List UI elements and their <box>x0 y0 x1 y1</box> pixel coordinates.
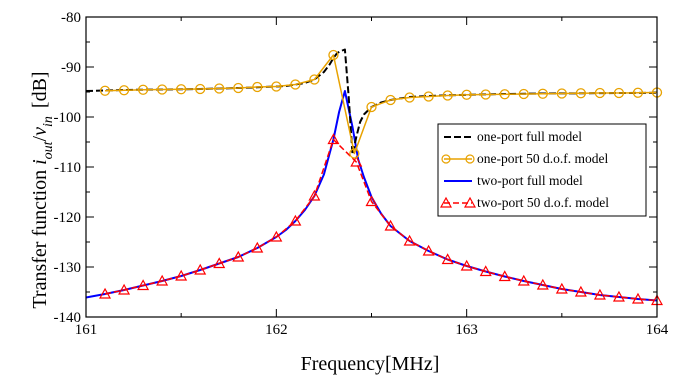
series-point-3 <box>251 241 264 253</box>
legend-samples <box>439 136 477 208</box>
series-point-3 <box>441 253 454 265</box>
series-point-1 <box>385 94 396 106</box>
y-tick-label: -140 <box>54 310 82 326</box>
y-axis-label-in: in <box>41 116 56 127</box>
y-axis-label-slash: / <box>29 135 51 141</box>
legend-box <box>437 123 647 217</box>
series-point-3 <box>612 290 625 302</box>
y-tick-label: -110 <box>54 160 81 176</box>
y-axis-label-v: v <box>29 127 51 136</box>
y-axis-label: Transfer function iout/vin [dB] <box>29 71 56 308</box>
series-point-1 <box>594 87 606 99</box>
series-point-1 <box>518 88 529 100</box>
series-point-3 <box>156 274 169 286</box>
series-point-3 <box>384 219 397 231</box>
series-point-3 <box>213 257 226 269</box>
series-point-3 <box>118 283 131 295</box>
legend-marker-3 <box>439 196 453 208</box>
y-tick-label: -130 <box>54 260 82 276</box>
series-point-3 <box>479 265 492 277</box>
series-point-1 <box>480 89 491 100</box>
legend-marker-3 <box>463 196 477 208</box>
series-point-3 <box>289 214 302 226</box>
y-axis-label-out: out <box>41 140 56 159</box>
legend-marker-1 <box>465 154 475 164</box>
legend-label-one-port-full: one-port full model <box>477 129 582 144</box>
x-tick-label: 164 <box>646 322 669 338</box>
series-point-1 <box>537 88 548 99</box>
x-tick-label: 162 <box>265 322 288 338</box>
series-point-1 <box>442 90 453 101</box>
series-point-1 <box>423 91 434 102</box>
series-point-1 <box>118 85 130 96</box>
series-point-3 <box>460 259 473 271</box>
series-point-3 <box>365 195 378 207</box>
series-line-1 <box>104 54 658 155</box>
series-point-1 <box>233 82 244 94</box>
x-tick-label: 163 <box>455 322 478 338</box>
y-axis-label-unit: [dB] <box>29 71 51 108</box>
series-point-3 <box>194 263 207 275</box>
series-point-1 <box>290 79 301 90</box>
series-point-3 <box>555 282 568 294</box>
y-axis-label-main: Transfer function <box>29 165 51 309</box>
legend-label-one-port-50: one-port 50 d.o.f. model <box>477 151 608 166</box>
series-point-1 <box>309 74 320 85</box>
series-point-3 <box>517 274 530 286</box>
series-point-1 <box>137 84 149 95</box>
series-point-3 <box>350 155 363 167</box>
series-point-3 <box>574 285 587 297</box>
series-point-3 <box>99 287 112 299</box>
series-point-3 <box>137 279 150 291</box>
series-point-1 <box>176 84 187 95</box>
plot-frame <box>85 16 658 318</box>
series-point-3 <box>270 230 283 242</box>
y-tick-label: -100 <box>54 110 82 126</box>
series-point-1 <box>461 89 472 100</box>
series-point-3 <box>327 133 340 145</box>
series-point-1 <box>271 81 282 92</box>
series-point-1 <box>99 85 111 96</box>
series-point-1 <box>328 49 339 61</box>
series-point-1 <box>195 83 206 95</box>
series-point-1 <box>366 101 377 113</box>
series-point-1 <box>556 88 567 99</box>
series-point-3 <box>175 269 188 281</box>
series-layer <box>85 48 664 306</box>
series-point-1 <box>349 148 360 159</box>
legend-marker-1 <box>441 154 451 164</box>
y-tick-label: -120 <box>54 210 82 226</box>
series-point-1 <box>499 89 510 100</box>
legend: one-port full model one-port 50 d.o.f. m… <box>437 123 647 217</box>
series-point-1 <box>156 84 168 95</box>
series-point-3 <box>232 250 245 262</box>
series-point-3 <box>631 292 644 304</box>
series-point-1 <box>575 88 587 99</box>
series-point-3 <box>593 288 606 300</box>
tick-labels: 161 162 163 164 -140 -130 -120 -110 -100 -90 -80 <box>54 10 669 338</box>
y-tick-label: -90 <box>61 60 81 76</box>
series-point-3 <box>536 278 549 290</box>
series-point-1 <box>632 87 644 98</box>
x-tick-label: 161 <box>75 322 98 338</box>
series-point-1 <box>613 87 625 99</box>
legend-label-two-port-full: two-port full model <box>477 173 583 188</box>
series-point-1 <box>214 83 225 94</box>
series-point-1 <box>252 81 263 93</box>
series-point-3 <box>422 244 435 256</box>
series-point-3 <box>308 189 321 201</box>
y-axis-label-i: i <box>29 159 51 165</box>
x-axis-label: Frequency[MHz] <box>301 353 440 375</box>
series-point-1 <box>404 92 415 103</box>
legend-label-two-port-50: two-port 50 d.o.f. model <box>477 195 609 210</box>
series-point-3 <box>498 270 511 282</box>
y-tick-label: -80 <box>61 10 81 26</box>
series-point-3 <box>403 234 416 246</box>
